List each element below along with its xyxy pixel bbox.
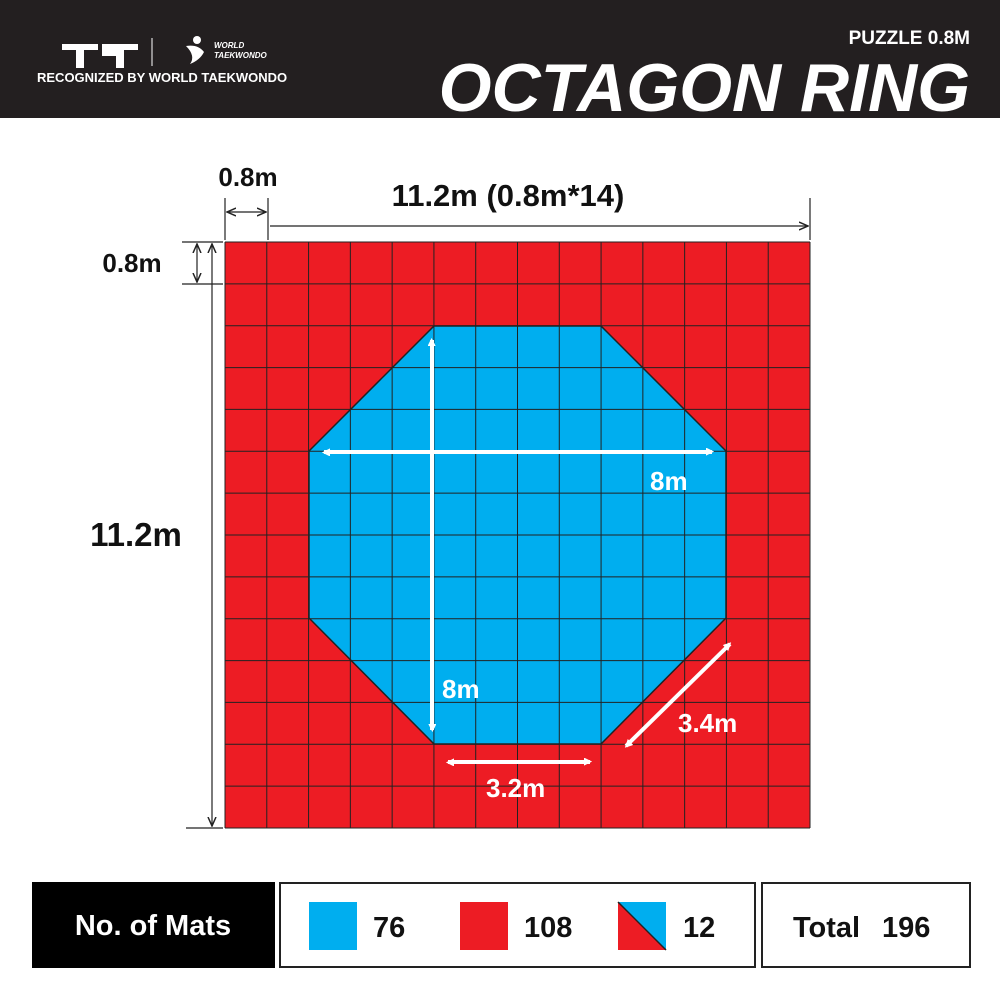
mats-label: No. of Mats xyxy=(75,910,231,942)
measure-label: 8m xyxy=(442,674,480,704)
blue-swatch xyxy=(309,902,357,950)
mat-count: 76 xyxy=(373,912,405,944)
mat-count: 108 xyxy=(524,912,572,944)
dim-label: 11.2m xyxy=(90,516,182,553)
subtitle: PUZZLE 0.8M xyxy=(849,28,970,49)
measure-label: 3.4m xyxy=(678,708,737,738)
dim-label: 0.8m xyxy=(102,248,161,278)
measure-label: 8m xyxy=(650,466,688,496)
total-box xyxy=(761,882,971,968)
header-bar xyxy=(0,0,1000,118)
logo: WORLD TAEKWONDO xyxy=(62,36,268,68)
dimension-lines xyxy=(182,198,811,829)
recognized-text: RECOGNIZED BY WORLD TAEKWONDO xyxy=(37,70,287,85)
total-label: Total xyxy=(793,912,860,944)
logo-text: TAEKWONDO xyxy=(214,51,268,60)
dim-label: 11.2m (0.8m*14) xyxy=(392,178,625,213)
title: OCTAGON RING xyxy=(439,50,970,126)
measure-label: 3.2m xyxy=(486,773,545,803)
dim-label: 0.8m xyxy=(218,162,277,192)
measure-arrows xyxy=(324,340,732,762)
split-swatch xyxy=(617,901,667,951)
red-swatch xyxy=(460,902,508,950)
mat-count: 12 xyxy=(683,912,715,944)
octagon-outline xyxy=(308,325,727,745)
mats-box xyxy=(279,882,756,968)
total-value: 196 xyxy=(882,912,930,944)
mats-label-box xyxy=(32,882,275,968)
logo-text: WORLD xyxy=(214,41,244,50)
ring xyxy=(224,241,811,829)
